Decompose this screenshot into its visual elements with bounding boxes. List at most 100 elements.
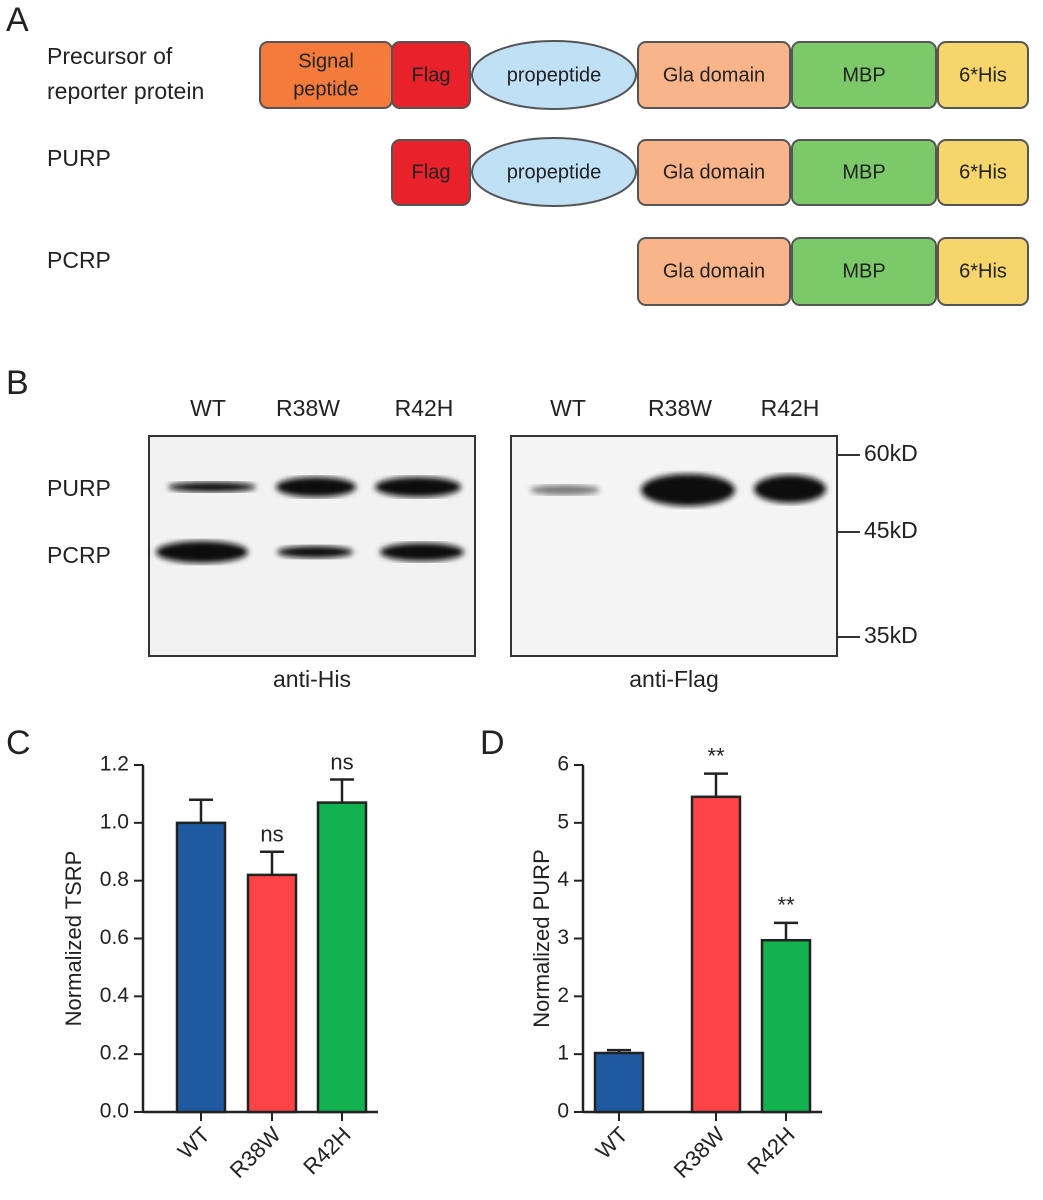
band: [276, 477, 356, 497]
domain-box: [937, 41, 1029, 109]
domain-box: [391, 139, 471, 206]
domain-label: propeptide: [507, 161, 602, 183]
row-label: reporter protein: [47, 78, 204, 104]
bar: [690, 795, 742, 1114]
bar: [175, 821, 227, 1114]
lane-label: WT: [190, 395, 226, 421]
y-axis-label: Normalized PURP: [529, 849, 554, 1028]
error-bar: [607, 1048, 631, 1054]
domain-box: [637, 237, 791, 306]
significance-label: ns: [330, 749, 353, 774]
blot-left: [148, 435, 476, 657]
x-tick-label: WT: [591, 1122, 633, 1164]
blot-frame: [510, 435, 838, 657]
y-tick-label: 5: [557, 810, 569, 833]
marker-label: 60kD: [864, 440, 918, 466]
antibody-label: anti-His: [273, 666, 351, 692]
domain-box: [937, 139, 1029, 206]
row-pcrp: Gla domain MBP 6*His: [637, 237, 1029, 306]
bar: [246, 873, 298, 1114]
band-label: PCRP: [47, 542, 111, 568]
domain-label: Signal: [298, 50, 354, 72]
y-tick-label: 4: [557, 868, 569, 891]
domain-box: [791, 41, 937, 109]
domain-label: MBP: [842, 64, 885, 86]
marker-label: 35kD: [864, 622, 918, 648]
domain-label: Gla domain: [663, 64, 765, 86]
bar: [316, 801, 368, 1114]
significance-label: ns: [260, 822, 283, 847]
domain-label: 6*His: [959, 161, 1007, 183]
lane-label: R42H: [395, 395, 454, 421]
domain-label: peptide: [293, 78, 359, 100]
band: [641, 474, 735, 506]
domain-ellipse: [471, 40, 637, 110]
panel-letter: D: [480, 724, 505, 762]
y-tick-label: 3: [557, 926, 569, 949]
row-label: PURP: [47, 145, 111, 171]
antibody-label: anti-Flag: [629, 666, 718, 692]
lane-label: R38W: [276, 395, 340, 421]
x-tick-label: WT: [173, 1122, 215, 1164]
panel-letter: C: [6, 724, 31, 762]
domain-box: [637, 139, 791, 206]
band: [754, 475, 826, 503]
domain-box: [391, 41, 471, 109]
y-tick-label: 0.6: [100, 926, 129, 949]
domain-label: 6*His: [959, 64, 1007, 86]
band: [156, 541, 248, 563]
significance-label: **: [777, 893, 795, 918]
domain-label: 6*His: [959, 260, 1007, 282]
y-tick-label: 1.0: [100, 810, 129, 833]
bar: [760, 938, 812, 1114]
y-tick-label: 0: [557, 1100, 569, 1123]
row-label: Precursor of: [47, 43, 173, 69]
marker-label: 45kD: [864, 517, 918, 543]
lane-label: WT: [550, 395, 586, 421]
y-tick-label: 6: [557, 753, 569, 776]
blot-right: [510, 435, 838, 657]
error-bar: [330, 778, 354, 803]
x-tick-label: R42H: [742, 1122, 799, 1179]
panel-letter: A: [6, 1, 29, 39]
domain-label: Flag: [412, 161, 451, 183]
domain-ellipse: [471, 137, 637, 207]
lane-label: R42H: [761, 395, 820, 421]
domain-box: [791, 139, 937, 206]
panel-letter: B: [6, 364, 29, 402]
band: [277, 546, 353, 558]
band: [530, 485, 600, 495]
y-tick-label: 0.0: [100, 1100, 129, 1123]
row-precursor: Signal peptide Flag propeptide Gla domai…: [259, 40, 1029, 110]
error-bar: [260, 850, 284, 875]
band: [375, 477, 461, 497]
band: [168, 482, 256, 492]
domain-box: [791, 237, 937, 306]
bar: [593, 1051, 645, 1114]
domain-label: Flag: [412, 64, 451, 86]
error-bar: [189, 798, 213, 823]
y-tick-label: 0.4: [100, 984, 130, 1007]
domain-label: propeptide: [507, 64, 602, 86]
band-label: PURP: [47, 475, 111, 501]
y-tick-label: 0.8: [100, 868, 129, 891]
y-axis-label: Normalized TSRP: [61, 851, 86, 1027]
y-tick-label: 1: [557, 1042, 569, 1065]
domain-label: Gla domain: [663, 260, 765, 282]
domain-box: [637, 41, 791, 109]
y-tick-label: 1.2: [100, 753, 129, 776]
error-bar: [704, 772, 728, 797]
y-tick-label: 2: [557, 984, 569, 1007]
domain-label: MBP: [842, 161, 885, 183]
row-label: PCRP: [47, 247, 111, 273]
domain-label: Gla domain: [663, 161, 765, 183]
x-tick-label: R38W: [669, 1122, 730, 1183]
domain-box: [937, 237, 1029, 306]
significance-label: **: [707, 743, 725, 768]
x-tick-label: R38W: [225, 1122, 286, 1183]
x-tick-label: R42H: [298, 1122, 355, 1179]
error-bar: [774, 921, 798, 941]
lane-label: R38W: [648, 395, 712, 421]
row-purp: Flag propeptide Gla domain MBP 6*His: [391, 137, 1029, 207]
